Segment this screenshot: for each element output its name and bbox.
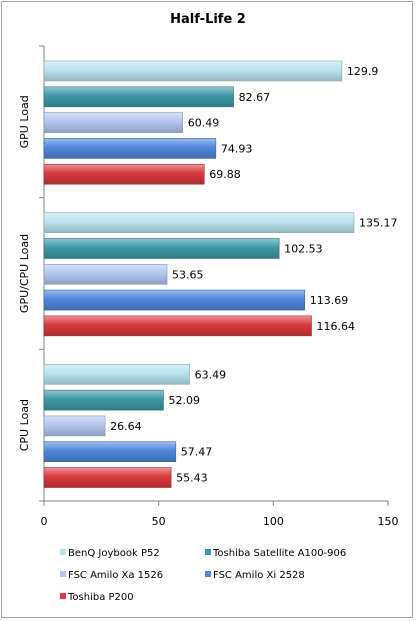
legend-label: FSC Amilo Xi 2528 bbox=[213, 570, 305, 581]
category-label: CPU Load bbox=[18, 399, 31, 451]
bar bbox=[43, 415, 106, 437]
bar bbox=[43, 441, 177, 463]
bar bbox=[43, 138, 217, 159]
bar bbox=[43, 289, 306, 311]
category-label: GPU/CPU Load bbox=[18, 234, 31, 313]
legend-swatch bbox=[205, 571, 211, 577]
value-label: 57.47 bbox=[181, 446, 213, 459]
value-label: 63.49 bbox=[195, 368, 227, 381]
legend-label: Toshiba Satellite A100-906 bbox=[212, 548, 346, 559]
chart-title: Half-Life 2 bbox=[170, 12, 246, 27]
value-label: 129.9 bbox=[347, 65, 379, 78]
x-tick-label: 150 bbox=[378, 515, 399, 528]
legend-label: BenQ Joybook P52 bbox=[68, 548, 160, 559]
value-label: 102.53 bbox=[284, 242, 323, 255]
value-label: 69.88 bbox=[209, 168, 241, 181]
bar bbox=[43, 60, 343, 82]
value-label: 74.93 bbox=[221, 142, 253, 155]
legend: BenQ Joybook P52 Toshiba Satellite A100-9… bbox=[60, 548, 346, 603]
value-label: 52.09 bbox=[168, 394, 200, 407]
bar bbox=[43, 389, 164, 411]
bar bbox=[43, 86, 234, 108]
bar bbox=[43, 163, 205, 185]
bar bbox=[43, 238, 280, 259]
value-label: 26.64 bbox=[110, 420, 141, 433]
bar bbox=[43, 467, 172, 488]
bar bbox=[43, 364, 190, 385]
value-label: 113.69 bbox=[310, 294, 349, 307]
legend-swatch bbox=[60, 571, 66, 577]
bar bbox=[43, 315, 312, 337]
bar bbox=[43, 112, 184, 133]
value-label: 116.64 bbox=[316, 320, 355, 333]
value-label: 53.65 bbox=[172, 268, 204, 281]
legend-swatch bbox=[205, 549, 211, 555]
value-label: 60.49 bbox=[188, 117, 220, 130]
x-tick-label: 100 bbox=[263, 515, 284, 528]
x-tick-label: 50 bbox=[152, 515, 166, 528]
value-label: 55.43 bbox=[176, 472, 208, 485]
bar bbox=[43, 212, 355, 233]
x-tick-label: 0 bbox=[41, 515, 48, 528]
legend-label: FSC Amilo Xa 1526 bbox=[68, 570, 163, 581]
bar bbox=[43, 263, 168, 285]
legend-swatch bbox=[60, 549, 66, 555]
legend-label: Toshiba P200 bbox=[67, 592, 134, 603]
legend-swatch bbox=[60, 593, 66, 599]
value-label: 82.67 bbox=[239, 91, 270, 104]
category-label: GPU Load bbox=[18, 95, 31, 148]
value-label: 135.17 bbox=[359, 217, 398, 230]
